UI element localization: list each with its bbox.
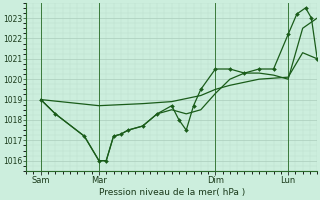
X-axis label: Pression niveau de la mer( hPa ): Pression niveau de la mer( hPa ) xyxy=(99,188,245,197)
